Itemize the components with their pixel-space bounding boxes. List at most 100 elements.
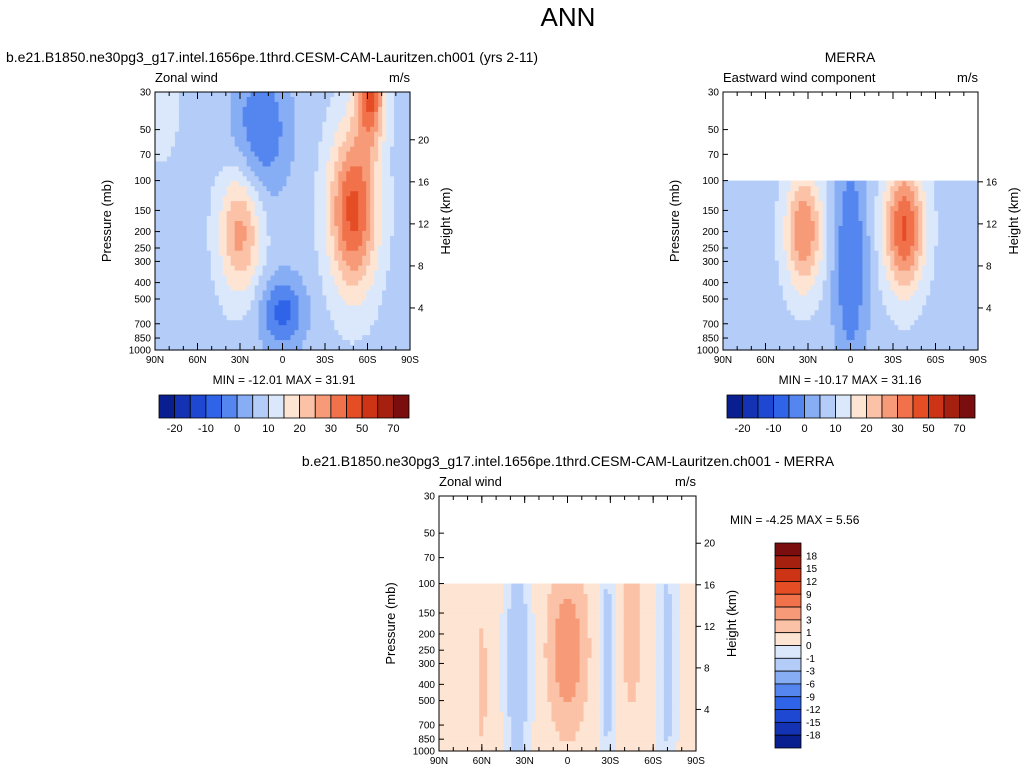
heatmap-cell [166, 235, 172, 242]
heatmap-cell [250, 181, 256, 187]
heatmap-cell [266, 216, 272, 222]
heatmap-cell [246, 260, 252, 267]
heatmap-cell [310, 141, 315, 148]
heatmap-cell [158, 131, 164, 138]
heatmap-cell [254, 320, 260, 326]
heatmap-cell [326, 250, 331, 257]
heatmap-cell [302, 121, 307, 128]
heatmap-cell [794, 181, 800, 187]
heatmap-cell [970, 191, 975, 197]
heatmap-cell [850, 235, 856, 242]
heatmap-cell [262, 275, 268, 282]
heatmap-cell [906, 181, 911, 187]
heatmap-cell [162, 101, 168, 108]
heatmap-cell [166, 250, 172, 257]
heatmap-cell [338, 211, 343, 217]
heatmap-cell [750, 255, 756, 262]
heatmap-cell [858, 196, 864, 202]
heatmap-cell [190, 265, 196, 272]
heatmap-cell [326, 166, 331, 172]
heatmap-cell [878, 191, 883, 197]
heatmap-cell [310, 176, 315, 182]
heatmap-cell [174, 275, 180, 282]
heatmap-cell [190, 106, 196, 113]
heatmap-cell [346, 121, 351, 128]
heatmap-cell [930, 206, 935, 212]
heatmap-cell [834, 255, 840, 262]
heatmap-cell [282, 211, 288, 217]
heatmap-cell [306, 211, 311, 217]
heatmap-cell [322, 255, 327, 262]
heatmap-cell [818, 201, 824, 207]
heatmap-cell [314, 300, 319, 306]
heatmap-cell [182, 216, 188, 222]
heatmap-cell [290, 211, 296, 217]
heatmap-cell [738, 206, 744, 212]
heatmap-cell [910, 285, 915, 292]
heatmap-cell [218, 305, 224, 311]
heatmap-cell [330, 250, 335, 257]
heatmap-cell [290, 221, 296, 227]
heatmap-cell [366, 325, 371, 331]
heatmap-cell [362, 166, 367, 172]
heatmap-cell [723, 280, 728, 287]
heatmap-cell [390, 335, 395, 341]
heatmap-cell [834, 181, 840, 187]
heatmap-cell [814, 290, 820, 297]
heatmap-cell [366, 186, 371, 192]
heatmap-cell [950, 260, 955, 267]
heatmap-cell [338, 330, 343, 336]
heatmap-cell [222, 275, 228, 282]
heatmap-cell [326, 151, 331, 158]
heatmap-cell [906, 260, 911, 267]
heatmap-cell [166, 275, 172, 282]
heatmap-cell [402, 136, 407, 143]
heatmap-cell [378, 156, 383, 163]
heatmap-cell [910, 225, 915, 232]
heatmap-cell [262, 325, 268, 331]
heatmap-cell [822, 206, 828, 212]
heatmap-cell [902, 211, 907, 217]
heatmap-cell [182, 280, 188, 287]
heatmap-cell [338, 221, 343, 227]
heatmap-cell [362, 275, 367, 282]
heatmap-cell [738, 260, 744, 267]
heatmap-cell [398, 186, 403, 192]
heatmap-cell [314, 131, 319, 138]
heatmap-cell [786, 216, 792, 222]
heatmap-cell [730, 240, 736, 247]
heatmap-cell [723, 230, 728, 237]
heatmap-cell [826, 196, 832, 202]
heatmap-cell [750, 180, 756, 182]
heatmap-cell [930, 235, 935, 242]
heatmap-cell [386, 171, 391, 177]
heatmap-cell [402, 315, 407, 321]
heatmap-cell [822, 290, 828, 297]
heatmap-cell [950, 280, 955, 287]
heatmap-cell [162, 121, 168, 128]
heatmap-cell [746, 225, 752, 232]
heatmap-cell [234, 320, 240, 326]
heatmap-cell [170, 290, 176, 297]
heatmap-cell [770, 216, 776, 222]
heatmap-cell [390, 131, 395, 138]
heatmap-cell [362, 136, 367, 143]
heatmap-cell [766, 270, 772, 277]
heatmap-cell [398, 181, 403, 187]
heatmap-cell [226, 221, 232, 227]
heatmap-cell [346, 315, 351, 321]
heatmap-cell [398, 295, 403, 301]
heatmap-cell [158, 260, 164, 267]
heatmap-cell [254, 181, 260, 187]
heatmap-cell [358, 206, 363, 212]
heatmap-cell [210, 255, 216, 262]
heatmap-cell [322, 330, 327, 336]
heatmap-cell [782, 186, 788, 192]
heatmap-cell [310, 305, 315, 311]
heatmap-cell [934, 250, 939, 257]
heatmap-cell [870, 206, 875, 212]
heatmap-cell [846, 216, 852, 222]
heatmap-cell [378, 151, 383, 158]
heatmap-cell [922, 196, 927, 202]
heatmap-cell [950, 240, 955, 247]
